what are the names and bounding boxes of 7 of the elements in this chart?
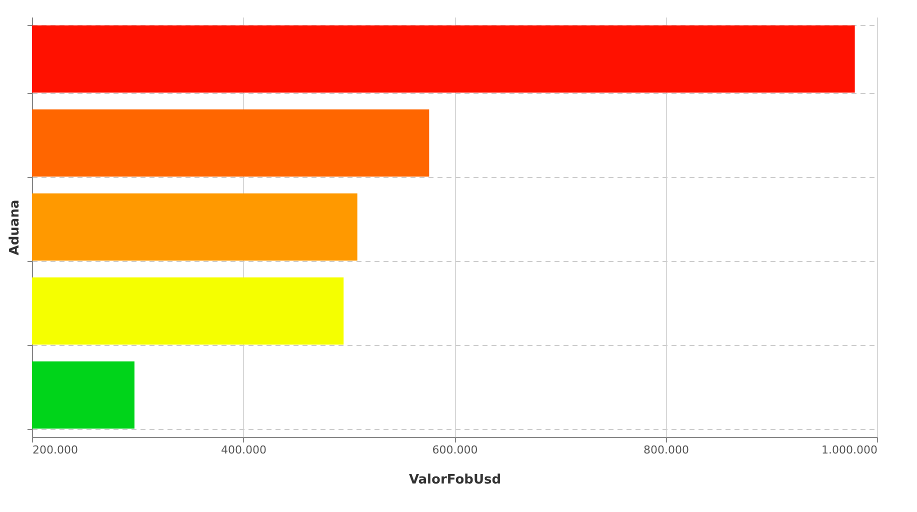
- x-axis-title: ValorFobUsd: [408, 472, 502, 488]
- x-tick-label: 1.000.000: [822, 444, 878, 456]
- x-tick-label: 800.000: [644, 444, 689, 456]
- x-tick-label: 200.000: [32, 444, 78, 456]
- x-tick-label: 600.000: [432, 444, 478, 456]
- y-axis-title: Aduana: [8, 200, 22, 256]
- x-tick-label: 400.000: [221, 444, 266, 456]
